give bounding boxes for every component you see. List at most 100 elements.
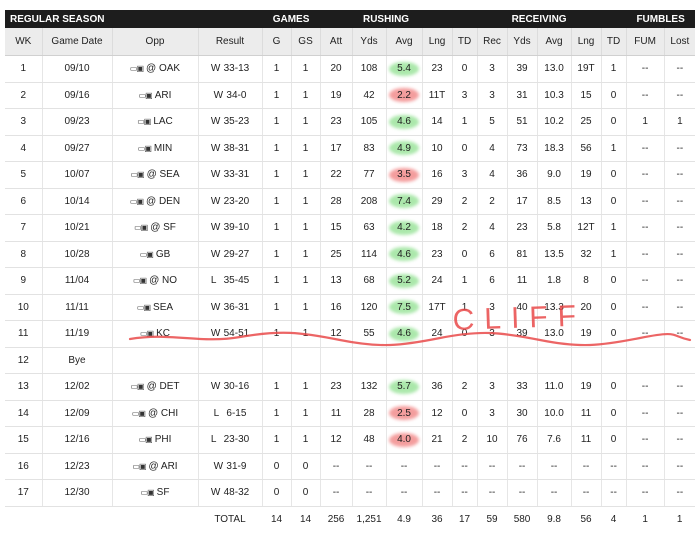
rush-avg-cell: 5.2 (386, 267, 423, 295)
result-score[interactable]: 23-20 (223, 195, 250, 207)
result-score[interactable]: 35-23 (223, 116, 250, 128)
result-score[interactable]: 6-15 (226, 407, 247, 419)
rlng-cell: 13 (571, 188, 602, 215)
result-score[interactable]: 30-16 (223, 381, 250, 393)
opponent-name[interactable]: @ CHI (147, 407, 179, 419)
column-header[interactable]: Opp (112, 28, 199, 56)
column-header[interactable]: FUM (626, 28, 665, 56)
week-cell: 3 (5, 108, 43, 136)
result-cell: W 35-23 (198, 108, 263, 136)
column-header[interactable]: TD (452, 28, 478, 56)
opponent-name[interactable]: @ OAK (146, 63, 181, 75)
column-header[interactable]: GS (291, 28, 321, 56)
gs-cell: 1 (291, 161, 321, 189)
gs-cell: 0 (291, 479, 321, 507)
opponent-name[interactable]: @ SF (150, 222, 176, 234)
result-outcome: L (213, 407, 220, 419)
ryds-cell: 81 (507, 241, 538, 268)
table-row: 2 09/16 ▭▣ ARI W 34-0 1 1 19 42 2.2 11T 3 3 31 10.3 15 0… (5, 82, 696, 109)
result-score[interactable]: 36-31 (223, 301, 250, 313)
result-score[interactable]: 23-30 (223, 434, 250, 446)
result-score[interactable]: 33-13 (223, 63, 250, 75)
td-cell: 3 (452, 161, 478, 189)
opponent-cell: ▭▣ GB (112, 241, 199, 268)
fum-cell: -- (626, 267, 665, 295)
rush-avg-cell: 5.4 (386, 55, 423, 83)
opponent-name[interactable]: @ DET (146, 381, 180, 393)
yds-cell: 120 (352, 294, 387, 321)
opponent-name[interactable]: @ ARI (148, 460, 178, 472)
result-score[interactable]: 48-32 (223, 487, 250, 499)
column-header[interactable]: Att (320, 28, 353, 56)
fum-cell: -- (626, 400, 665, 427)
opponent-name[interactable]: SEA (153, 301, 174, 313)
rlng-cell: 11 (571, 426, 602, 454)
rec-cell: 3 (477, 400, 508, 427)
column-header[interactable]: G (262, 28, 292, 56)
ravg-cell: 13.5 (537, 241, 572, 268)
lost-cell: -- (664, 55, 696, 83)
lng-cell: 24 (422, 320, 453, 348)
game-log-table: REGULAR SEASON GAMES RUSHING RECEIVING F… (5, 10, 696, 533)
opponent-name[interactable]: @ NO (149, 275, 178, 287)
column-header[interactable]: Lost (664, 28, 696, 56)
rlng-cell: 19 (571, 373, 602, 401)
lost-cell: -- (664, 294, 696, 321)
column-header[interactable]: Avg (537, 28, 572, 56)
result-score[interactable]: 38-31 (223, 142, 250, 154)
column-header[interactable]: Avg (386, 28, 423, 56)
g-cell: 1 (262, 161, 292, 189)
opponent-name[interactable]: LAC (153, 116, 173, 128)
column-header[interactable]: Result (198, 28, 263, 56)
week-cell: 5 (5, 161, 43, 189)
opponent-cell: ▭▣ LAC (112, 108, 199, 136)
result-score[interactable]: 39-10 (223, 222, 250, 234)
team-logo-icon: ▭▣ (132, 461, 146, 471)
column-header[interactable]: Game Date (42, 28, 113, 56)
lost-cell: -- (664, 453, 696, 480)
result-outcome: W (210, 169, 221, 181)
result-cell: W 48-32 (198, 479, 263, 507)
column-header[interactable]: Rec (477, 28, 508, 56)
opponent-name[interactable]: @ SEA (146, 169, 180, 181)
att-cell: 28 (320, 188, 353, 215)
result-cell: L 23-30 (198, 426, 263, 454)
opponent-name[interactable]: KC (156, 328, 171, 340)
lost-cell: -- (664, 241, 696, 268)
column-header[interactable]: Yds (507, 28, 538, 56)
opponent-name[interactable]: ARI (154, 89, 172, 101)
column-header[interactable]: TD (601, 28, 627, 56)
column-header[interactable]: Lng (422, 28, 453, 56)
rush-avg-cell: 5.7 (386, 373, 423, 401)
result-score[interactable]: 31-9 (226, 460, 247, 472)
rtd-cell: 1 (601, 55, 627, 83)
lost-cell: -- (664, 214, 696, 242)
g-cell: 1 (262, 400, 292, 427)
bad-highlight-mark (389, 167, 420, 182)
ravg-cell: 13.3 (537, 294, 572, 321)
date-cell: 10/28 (42, 241, 113, 268)
result-score[interactable]: 34-0 (226, 89, 247, 101)
column-header[interactable]: Yds (352, 28, 387, 56)
column-header[interactable]: Lng (571, 28, 602, 56)
total-ryds-cell: 580 (513, 514, 531, 525)
good-highlight-mark (389, 114, 420, 129)
column-header[interactable]: WK (5, 28, 43, 56)
opponent-name[interactable]: GB (155, 248, 171, 260)
td-cell: 1 (452, 294, 478, 321)
result-score[interactable]: 33-31 (223, 169, 250, 181)
td-cell: 0 (452, 135, 478, 162)
opponent-name[interactable]: PHI (154, 434, 172, 446)
total-avg-cell: 4.9 (397, 514, 411, 525)
result-score[interactable]: 35-45 (223, 275, 250, 287)
opponent-name[interactable]: MIN (153, 142, 173, 154)
td-cell: 2 (452, 214, 478, 242)
result-score[interactable]: 29-27 (223, 248, 250, 260)
ryds-cell: 39 (507, 55, 538, 83)
team-logo-icon: ▭▣ (136, 302, 151, 312)
rtd-cell: 0 (601, 267, 627, 295)
opponent-name[interactable]: @ DEN (146, 195, 181, 207)
team-logo-icon: ▭▣ (129, 64, 144, 74)
opponent-name[interactable]: SF (156, 487, 170, 499)
result-score[interactable]: 54-51 (223, 328, 250, 340)
